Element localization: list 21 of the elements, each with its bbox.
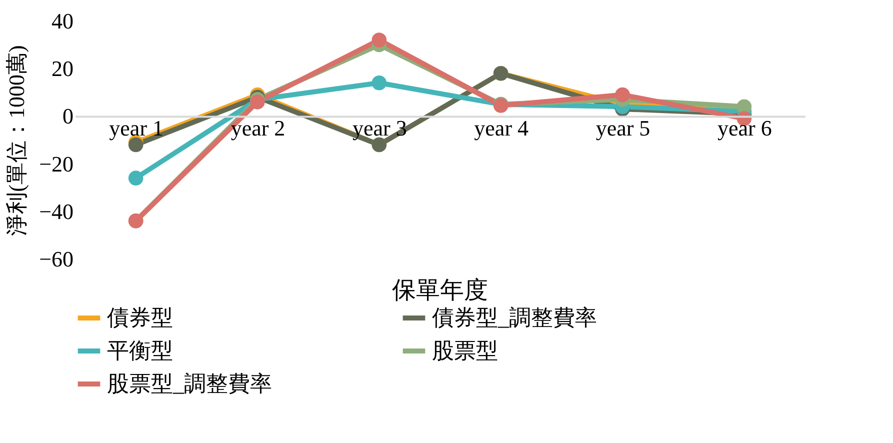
legend-label: 債券型_調整費率 — [432, 305, 597, 330]
legend-label: 債券型 — [107, 305, 173, 330]
x-tick-label: year 4 — [474, 116, 529, 141]
y-tick-label: −40 — [39, 198, 74, 224]
y-tick-label: −60 — [39, 246, 74, 272]
x-tick-label: year 2 — [230, 116, 286, 141]
x-tick-label: year 6 — [717, 116, 772, 141]
point — [372, 32, 387, 48]
x-axis-title: 保單年度 — [392, 277, 488, 304]
point — [372, 75, 387, 90]
point — [615, 87, 630, 102]
y-tick-label: −20 — [39, 151, 74, 176]
legend-label: 股票型_調整費率 — [107, 371, 272, 396]
y-tick-label: 0 — [62, 104, 74, 129]
legend-label: 股票型 — [432, 338, 498, 363]
legend-label: 平衡型 — [107, 338, 173, 363]
y-tick-label: 20 — [52, 56, 74, 82]
y-axis-title: 淨利(單位：1000萬) — [4, 45, 30, 236]
y-tick-label: 40 — [52, 8, 74, 34]
x-tick-label: year 5 — [596, 116, 650, 141]
point — [128, 170, 144, 186]
